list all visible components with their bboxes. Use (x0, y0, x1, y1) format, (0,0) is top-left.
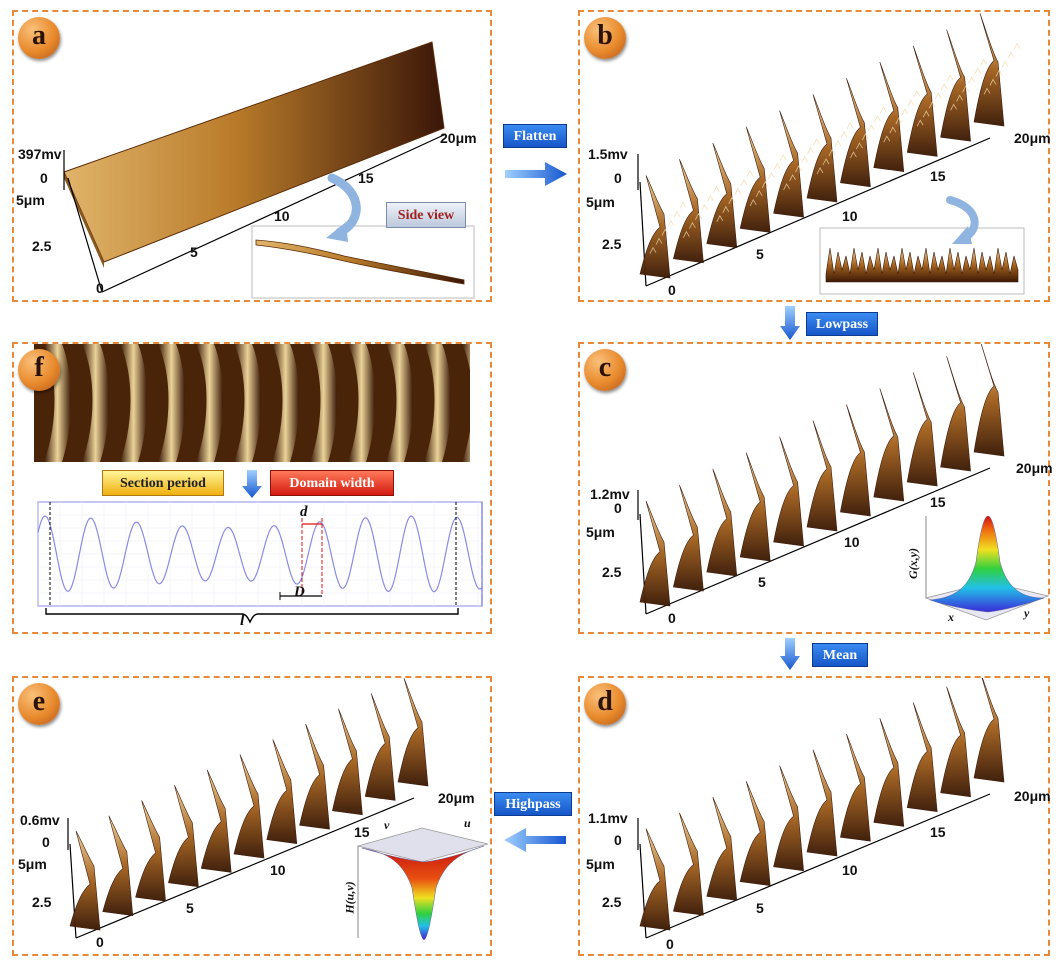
section-profile (37, 501, 483, 624)
panel-f: f Section period Domain width d D l (12, 342, 492, 634)
e-x-5: 5 (186, 900, 194, 916)
b-x-max: 20μm (1014, 130, 1051, 146)
e-y-mid: 2.5 (32, 894, 52, 910)
mean-arrow-icon (780, 638, 800, 670)
b-z-max: 1.5mv (588, 146, 628, 162)
section-period-label: Section period (102, 470, 224, 496)
badge-a: a (18, 17, 60, 59)
d-y-max: 5μm (586, 856, 615, 872)
domain-stripe-image (34, 344, 470, 462)
c-y-mid: 2.5 (602, 564, 622, 580)
a-y-mid: 2.5 (32, 238, 52, 254)
e-origin: 0 (96, 934, 104, 950)
c-x-5: 5 (758, 574, 766, 590)
e-x-max: 20μm (438, 790, 475, 806)
c-x-max: 20μm (1016, 460, 1053, 476)
b-y-mid: 2.5 (602, 236, 622, 252)
a-x-5: 5 (190, 244, 198, 260)
surface-e (67, 678, 429, 939)
inverted-gaussian-inset (356, 827, 489, 941)
badge-e: e (18, 683, 60, 725)
e-z-zero: 0 (42, 834, 50, 850)
c-origin: 0 (668, 610, 676, 626)
panel-c: c 1.2mv 0 5μm 2.5 0 5 10 15 20μm G(x,y) … (578, 342, 1053, 634)
c-x-10: 10 (844, 534, 860, 550)
e-z-max: 0.6mv (20, 812, 60, 828)
flatten-step: Flatten (503, 124, 567, 148)
c-x-15: 15 (930, 494, 946, 510)
highpass-arrow-icon (504, 828, 566, 852)
c-y-max: 5μm (586, 524, 615, 540)
badge-c: c (584, 349, 626, 391)
side-view-label: Side view (386, 202, 466, 228)
d-origin: 0 (666, 936, 674, 952)
d-z-max: 1.1mv (588, 810, 628, 826)
d-x-10: 10 (842, 862, 858, 878)
label-l: l (240, 612, 245, 629)
b-z-zero: 0 (614, 170, 622, 186)
b-x-10: 10 (842, 208, 858, 224)
e-inset-axis-u: u (464, 816, 471, 830)
badge-f: f (18, 349, 60, 391)
panel-a: a Side view 397mv 0 5μm 2.5 0 5 10 15 20… (12, 10, 492, 302)
b-y-max: 5μm (586, 194, 615, 210)
down-arrow-icon (242, 470, 262, 498)
d-x-5: 5 (756, 900, 764, 916)
panel-e: e 0.6mv 0 5μm 2.5 0 5 10 15 20μm H(u,v) … (12, 676, 492, 956)
c-inset-axis-z: G(x,y) (905, 548, 920, 579)
label-d: d (300, 504, 308, 520)
surface-d (637, 678, 1005, 939)
c-z-zero: 0 (614, 500, 622, 516)
e-x-15: 15 (354, 824, 370, 840)
c-z-max: 1.2mv (590, 486, 630, 502)
c-inset-axis-x: x (948, 610, 954, 624)
mean-step: Mean (812, 643, 868, 667)
highpass-step: Highpass (494, 792, 572, 816)
d-x-max: 20μm (1014, 788, 1051, 804)
b-x-15: 15 (930, 168, 946, 184)
b-origin: 0 (668, 282, 676, 298)
flatten-arrow-icon (505, 162, 567, 186)
panel-d: d 1.1mv 0 5μm 2.5 0 5 10 15 20μm (578, 676, 1051, 956)
surface-a (63, 41, 475, 299)
lowpass-step: Lowpass (806, 312, 878, 336)
lowpass-arrow-icon (780, 306, 800, 340)
e-y-max: 5μm (18, 856, 47, 872)
a-z-zero: 0 (40, 170, 48, 186)
a-z-max: 397mv (18, 146, 62, 162)
d-x-15: 15 (930, 824, 946, 840)
surface-c (637, 344, 1005, 615)
gaussian-inset (924, 515, 1050, 621)
e-x-10: 10 (270, 862, 286, 878)
badge-b: b (584, 17, 626, 59)
a-x-max: 20μm (440, 130, 477, 146)
label-D: D (294, 584, 305, 600)
d-y-mid: 2.5 (602, 894, 622, 910)
a-origin: 0 (96, 280, 104, 296)
e-inset-axis-z: H(u,v) (342, 881, 357, 914)
b-x-5: 5 (756, 246, 764, 262)
a-y-max: 5μm (16, 192, 45, 208)
domain-width-label: Domain width (270, 470, 394, 496)
badge-d: d (584, 683, 626, 725)
e-inset-axis-v: v (384, 818, 390, 832)
c-inset-axis-y: y (1024, 606, 1030, 620)
d-z-zero: 0 (614, 832, 622, 848)
panel-b: b 1.5mv 0 5μm 2.5 0 5 10 15 20μm (578, 10, 1051, 302)
a-x-15: 15 (358, 170, 374, 186)
a-x-10: 10 (274, 208, 290, 224)
surface-b (637, 13, 1025, 295)
